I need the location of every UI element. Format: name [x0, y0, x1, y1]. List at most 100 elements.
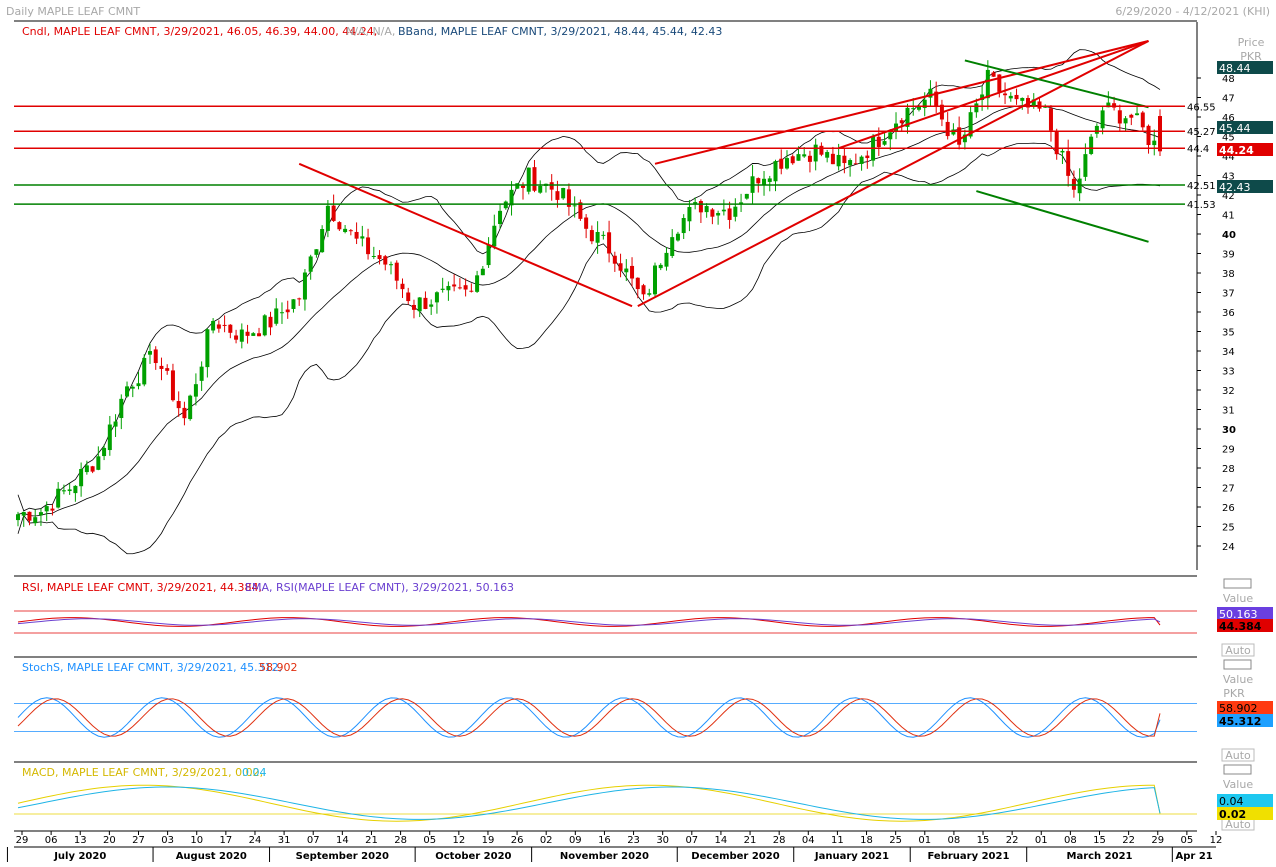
candle[interactable] [1037, 97, 1042, 112]
candle[interactable] [561, 187, 566, 200]
candle[interactable] [27, 511, 32, 526]
candle[interactable] [1048, 105, 1053, 142]
candle[interactable] [417, 297, 422, 318]
candle[interactable] [452, 274, 457, 292]
candle[interactable] [337, 221, 342, 231]
candle[interactable] [348, 229, 353, 236]
candle[interactable] [440, 277, 445, 293]
candle[interactable] [297, 297, 302, 306]
candle[interactable] [107, 415, 112, 456]
candle[interactable] [744, 193, 749, 200]
candle[interactable] [331, 194, 336, 222]
candle[interactable] [934, 81, 939, 113]
candle[interactable] [1129, 113, 1134, 126]
candle[interactable] [188, 394, 193, 421]
candle[interactable] [526, 167, 531, 195]
candle[interactable] [44, 501, 49, 522]
candle[interactable] [641, 283, 646, 300]
candle[interactable] [251, 332, 256, 336]
candle[interactable] [475, 270, 480, 293]
candle[interactable] [1008, 92, 1013, 102]
candle[interactable] [698, 199, 703, 223]
candle[interactable] [584, 214, 589, 239]
candle[interactable] [716, 210, 721, 225]
candle[interactable] [96, 446, 101, 471]
candle[interactable] [113, 414, 118, 438]
candle[interactable] [463, 278, 468, 297]
candle[interactable] [193, 373, 198, 406]
candle[interactable] [779, 149, 784, 175]
candle[interactable] [618, 253, 623, 278]
candle[interactable] [176, 391, 181, 417]
descending-resistance-trendline[interactable] [964, 59, 1149, 109]
candle[interactable] [928, 80, 933, 106]
candle[interactable] [532, 159, 537, 193]
candle[interactable] [257, 327, 262, 337]
candle[interactable] [492, 214, 497, 250]
candle[interactable] [16, 511, 20, 527]
candle[interactable] [733, 198, 738, 222]
candle[interactable] [389, 261, 394, 275]
stoch-auto-button[interactable] [1221, 748, 1255, 762]
candle[interactable] [871, 133, 876, 167]
candle[interactable] [739, 193, 744, 213]
candle[interactable] [245, 324, 250, 344]
candle[interactable] [302, 269, 307, 311]
candle[interactable] [589, 225, 594, 245]
candle[interactable] [325, 200, 330, 238]
channel-trendline[interactable] [838, 40, 1149, 150]
candle[interactable] [1003, 82, 1008, 105]
candle[interactable] [601, 231, 606, 240]
candle[interactable] [354, 222, 359, 245]
candle[interactable] [882, 132, 887, 146]
candle[interactable] [612, 251, 617, 272]
candle[interactable] [170, 363, 175, 402]
candle[interactable] [274, 298, 279, 326]
candle[interactable] [205, 328, 210, 378]
candle[interactable] [991, 70, 996, 77]
candle[interactable] [21, 511, 26, 527]
candle[interactable] [383, 254, 388, 271]
rising-resistance-trendline[interactable] [654, 39, 1149, 165]
candle[interactable] [652, 262, 657, 298]
candle[interactable] [899, 118, 904, 133]
descending-support-trendline[interactable] [976, 190, 1149, 243]
candle[interactable] [61, 484, 66, 495]
candle[interactable] [125, 381, 130, 398]
candle[interactable] [400, 278, 405, 298]
candle[interactable] [825, 149, 830, 163]
candle[interactable] [1020, 97, 1025, 110]
candle[interactable] [211, 318, 216, 334]
candle[interactable] [56, 482, 61, 509]
candle[interactable] [434, 291, 439, 314]
candle[interactable] [102, 444, 107, 461]
candle[interactable] [308, 254, 313, 280]
candle[interactable] [394, 260, 399, 290]
candle[interactable] [842, 148, 847, 174]
candle[interactable] [147, 343, 152, 364]
candle[interactable] [784, 150, 789, 170]
candle[interactable] [515, 183, 520, 189]
candle[interactable] [411, 299, 416, 319]
candle[interactable] [343, 225, 348, 234]
candle[interactable] [1123, 116, 1128, 131]
candle[interactable] [291, 299, 296, 313]
candle[interactable] [67, 483, 72, 495]
candle[interactable] [635, 277, 640, 299]
candle[interactable] [1100, 106, 1105, 135]
candle[interactable] [360, 225, 365, 247]
candle[interactable] [216, 320, 221, 333]
candle[interactable] [486, 237, 491, 268]
candle[interactable] [566, 183, 571, 216]
stoch-pane[interactable] [14, 697, 1197, 738]
candle[interactable] [90, 465, 95, 474]
candle[interactable] [578, 199, 583, 221]
candle[interactable] [222, 315, 227, 333]
candle[interactable] [239, 323, 244, 349]
candle[interactable] [888, 129, 893, 151]
candle[interactable] [630, 257, 635, 287]
candle[interactable] [693, 197, 698, 210]
candle[interactable] [503, 200, 508, 210]
candle[interactable] [314, 249, 319, 258]
